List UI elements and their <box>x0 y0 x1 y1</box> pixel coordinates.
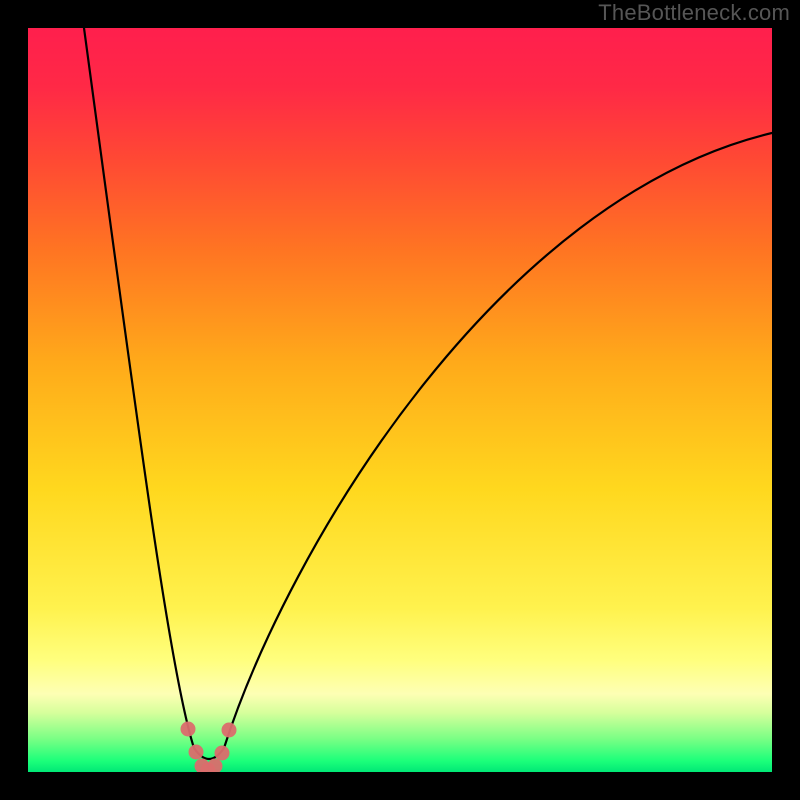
chart-stage: TheBottleneck.com <box>0 0 800 800</box>
data-marker <box>189 745 204 760</box>
chart-svg <box>0 0 800 800</box>
plot-background <box>28 28 772 772</box>
data-marker <box>181 722 196 737</box>
data-marker <box>222 723 237 738</box>
data-marker <box>215 746 230 761</box>
data-marker <box>208 759 223 774</box>
